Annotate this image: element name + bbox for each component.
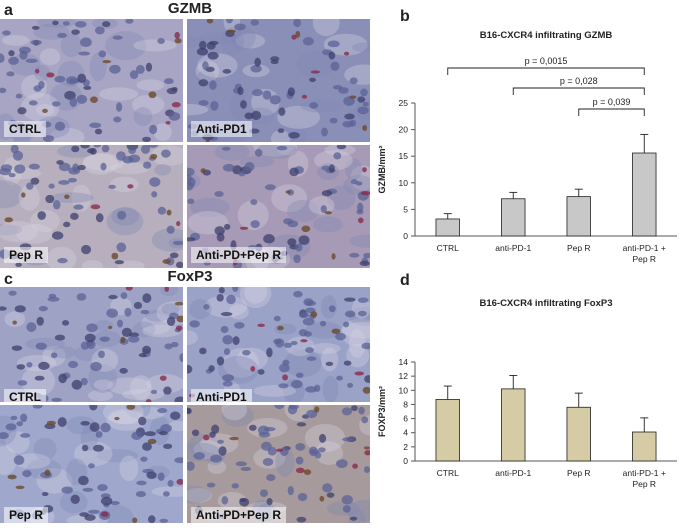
x-tick-label: Pep R [567, 243, 591, 253]
chart-title: B16-CXCR4 infiltrating GZMB [480, 30, 613, 41]
micrograph-texture [0, 19, 183, 142]
micrograph-label: Pep R [4, 247, 49, 263]
x-tick-label: anti-PD-1 + Pep R [623, 243, 666, 264]
x-tick-label: Pep R [567, 468, 591, 478]
micrograph-label: CTRL [4, 389, 46, 405]
significance-bracket [578, 108, 645, 116]
y-tick-label: 15 [399, 151, 409, 161]
bar [501, 198, 526, 237]
y-tick-label: 10 [399, 385, 409, 395]
micrograph-texture [187, 405, 370, 523]
y-tick-label: 12 [399, 371, 409, 381]
chart-title: B16-CXCR4 infiltrating FoxP3 [479, 298, 612, 309]
bar [632, 152, 657, 237]
y-axis-label: GZMB/mm² [377, 146, 387, 194]
panel-letter-c: c [4, 271, 13, 288]
panel-letter-a: a [4, 2, 13, 19]
x-tick-label: anti-PD-1 + Pep R [623, 468, 666, 489]
y-tick-label: 4 [403, 428, 408, 438]
y-tick-label: 25 [399, 98, 409, 108]
panel-letter-d: d [400, 272, 410, 289]
p-value-label: p = 0,039 [593, 97, 631, 107]
micrograph-texture [0, 287, 183, 402]
micrograph-texture [187, 19, 370, 142]
micrograph-foxp3-anti-pd-pep-r: Anti-PD+Pep R [187, 405, 370, 528]
micrograph-gzmb-anti-pd1: Anti-PD1 [187, 19, 370, 142]
bar [435, 218, 460, 237]
gzmb-bar-chart: B16-CXCR4 infiltrating GZMB GZMB/mm² 0 5 10 1… [377, 30, 677, 264]
y-tick-label: 10 [399, 178, 409, 188]
micrograph-texture [0, 405, 183, 523]
y-tick-label: 0 [403, 231, 408, 241]
x-tick-label: anti-PD-1 [495, 243, 531, 253]
micrograph-label: Anti-PD1 [191, 389, 252, 405]
y-tick-label: 5 [403, 204, 408, 214]
p-value-label: p = 0,0015 [525, 56, 568, 66]
micrograph-label: Anti-PD1 [191, 121, 252, 137]
x-tick-label: anti-PD-1 [495, 468, 531, 478]
micrograph-texture [187, 287, 370, 402]
significance-bracket [512, 87, 645, 95]
y-tick-label: 8 [403, 399, 408, 409]
micrograph-label: CTRL [4, 121, 46, 137]
panel-heading-foxp3: FoxP3 [167, 268, 213, 285]
bar [566, 406, 591, 462]
bar [632, 431, 657, 462]
bar [566, 196, 591, 237]
micrograph-gzmb-ctrl: CTRL [0, 19, 183, 142]
x-tick-label: CTRL [437, 243, 459, 253]
y-axis-label: FOXP3/mm² [377, 386, 387, 437]
micrograph-foxp3-anti-pd1: Anti-PD1 [187, 287, 370, 410]
micrograph-label: Anti-PD+Pep R [191, 507, 287, 523]
micrograph-label: Pep R [4, 507, 49, 523]
y-tick-label: 14 [399, 357, 409, 367]
foxp3-bar-chart: B16-CXCR4 infiltrating FoxP3 FOXP3/mm² 0 2 4… [377, 298, 677, 489]
y-tick-label: 6 [403, 414, 408, 424]
y-tick-label: 20 [399, 125, 409, 135]
micrograph-foxp3-pep-r: Pep R [0, 405, 183, 528]
micrograph-foxp3-ctrl: CTRL [0, 287, 183, 410]
p-value-label: p = 0,028 [560, 76, 598, 86]
bar [501, 388, 526, 462]
micrograph-texture [0, 145, 183, 268]
significance-bracket [447, 67, 645, 75]
y-tick-label: 2 [403, 442, 408, 452]
micrograph-gzmb-anti-pd-pep-r: Anti-PD+Pep R [187, 145, 370, 268]
micrograph-gzmb-pep-r: Pep R [0, 145, 183, 268]
y-tick-label: 0 [403, 456, 408, 466]
x-tick-label: CTRL [437, 468, 459, 478]
bar [435, 399, 460, 462]
panel-heading-gzmb: GZMB [167, 0, 213, 17]
micrograph-label: Anti-PD+Pep R [191, 247, 287, 263]
panel-letter-b: b [400, 8, 410, 25]
